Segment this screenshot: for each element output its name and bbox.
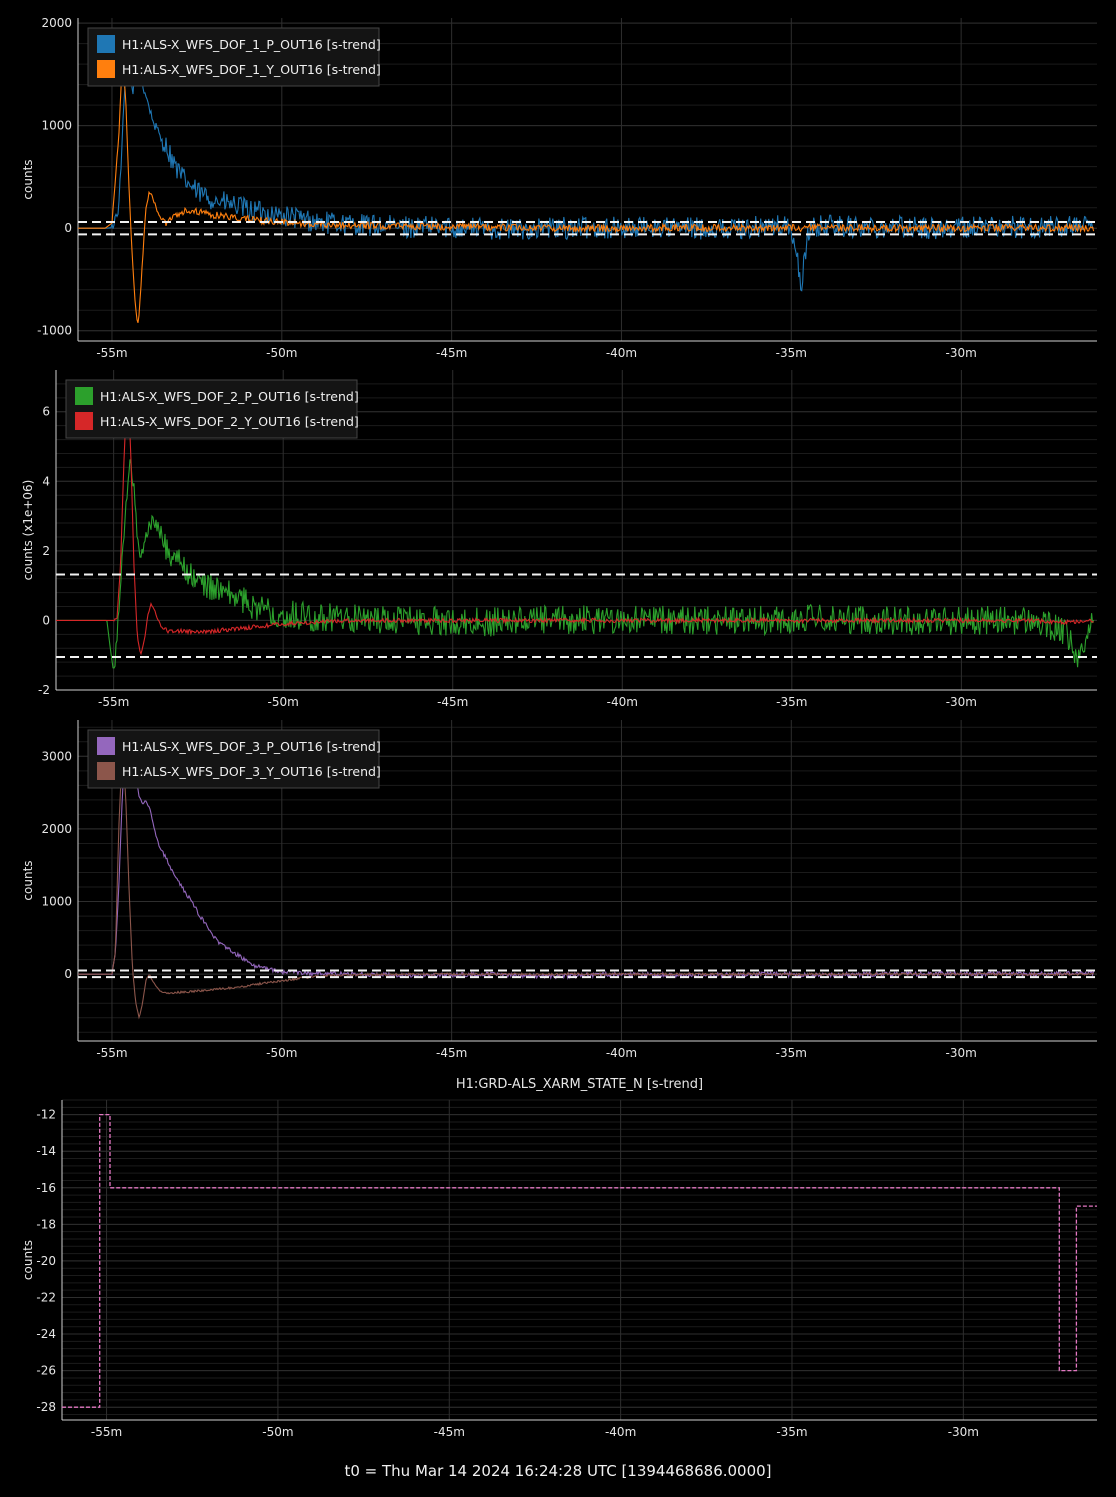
legend-box <box>65 379 358 439</box>
y-tick-label: 4 <box>42 474 50 488</box>
series-line <box>62 1113 1097 1408</box>
y-tick-label: 2000 <box>41 16 72 30</box>
x-tick-label: -55m <box>96 346 127 360</box>
legend-swatch <box>97 762 115 780</box>
x-tick-label: -55m <box>98 695 129 709</box>
x-tick-label: -50m <box>266 1046 297 1060</box>
legend-swatch <box>97 60 115 78</box>
plot-area <box>78 36 1095 323</box>
legend-box <box>87 27 380 87</box>
x-tick-label: -40m <box>606 1046 637 1060</box>
x-tick-label: -45m <box>434 1425 465 1439</box>
x-tick-label: -40m <box>605 1425 636 1439</box>
y-axis-title: counts <box>21 159 35 199</box>
x-tick-label: -30m <box>948 1425 979 1439</box>
legend-swatch <box>75 412 93 430</box>
legend-swatch <box>97 35 115 53</box>
y-tick-label: 2000 <box>41 822 72 836</box>
y-tick-label: -14 <box>36 1144 56 1158</box>
x-tick-label: -50m <box>266 346 297 360</box>
chart-panel-3: -55m -50m -45m -40m -35m -30m 0 1000 2000 3000 cou… <box>21 720 1097 1060</box>
legend: H1:ALS-X_WFS_DOF_2_P_OUT16 [s-trend] H1:A… <box>65 379 359 439</box>
y-tick-label: -22 <box>36 1290 56 1304</box>
x-tick-label: -45m <box>437 695 468 709</box>
series-line <box>78 756 1094 1020</box>
x-tick-label: -35m <box>776 346 807 360</box>
y-tick-label: 0 <box>64 967 72 981</box>
x-tick-label: -45m <box>436 346 467 360</box>
y-tick-label: -1000 <box>37 324 72 338</box>
plot-area <box>56 390 1095 669</box>
legend-swatch <box>97 737 115 755</box>
x-tick-label: -30m <box>946 695 977 709</box>
x-tick-label: -30m <box>945 346 976 360</box>
plot-area <box>78 731 1095 1020</box>
y-axis-title: counts <box>21 860 35 900</box>
series-line <box>78 67 1095 323</box>
legend-entry[interactable]: H1:ALS-X_WFS_DOF_3_P_OUT16 [s-trend] <box>122 739 381 754</box>
legend-entry[interactable]: H1:ALS-X_WFS_DOF_2_Y_OUT16 [s-trend] <box>100 414 359 429</box>
y-tick-label: -20 <box>36 1254 56 1268</box>
x-tick-label: -55m <box>96 1046 127 1060</box>
y-tick-label: 1000 <box>41 895 72 909</box>
t0-footer: t0 = Thu Mar 14 2024 16:24:28 UTC [13944… <box>344 1462 772 1480</box>
x-tick-label: -40m <box>606 346 637 360</box>
y-tick-label: 3000 <box>41 749 72 763</box>
series-line <box>56 390 1094 656</box>
y-tick-label: -24 <box>36 1327 56 1341</box>
legend: H1:ALS-X_WFS_DOF_3_P_OUT16 [s-trend] H1:A… <box>87 729 381 789</box>
chart-panel-4: -55m -50m -45m -40m -35m -30m -28 -26 -24 -22 -20 -… <box>21 1077 1097 1439</box>
y-tick-label: -12 <box>36 1108 56 1122</box>
x-tick-label: -50m <box>262 1425 293 1439</box>
series-line <box>78 36 1094 292</box>
chart-panel-1: -55m -50m -45m -40m -35m -30m -1000 0 1000 2000 co… <box>21 16 1097 360</box>
x-tick-label: -30m <box>945 1046 976 1060</box>
x-tick-label: -35m <box>776 1425 807 1439</box>
x-tick-label: -35m <box>776 1046 807 1060</box>
x-tick-label: -40m <box>607 695 638 709</box>
x-tick-label: -55m <box>91 1425 122 1439</box>
x-tick-label: -50m <box>268 695 299 709</box>
y-axis-title: counts <box>21 1240 35 1280</box>
legend-entry[interactable]: H1:ALS-X_WFS_DOF_1_P_OUT16 [s-trend] <box>122 37 381 52</box>
y-tick-label: 1000 <box>41 119 72 133</box>
legend: H1:ALS-X_WFS_DOF_1_P_OUT16 [s-trend] H1:A… <box>87 27 381 87</box>
y-tick-label: 2 <box>42 544 50 558</box>
series-line <box>56 459 1095 669</box>
y-tick-label: 0 <box>42 613 50 627</box>
plot-area <box>62 1113 1097 1408</box>
y-tick-label: -26 <box>36 1364 56 1378</box>
legend-entry[interactable]: H1:ALS-X_WFS_DOF_3_Y_OUT16 [s-trend] <box>122 764 381 779</box>
y-tick-label: -2 <box>38 683 50 697</box>
chart-panel-2: -55m -50m -45m -40m -35m -30m -2 0 2 4 6 counts (x1… <box>21 370 1097 709</box>
legend-box <box>87 729 380 789</box>
legend-entry[interactable]: H1:ALS-X_WFS_DOF_1_Y_OUT16 [s-trend] <box>122 62 381 77</box>
x-tick-label: -45m <box>436 1046 467 1060</box>
y-axis-title: counts (x1e+06) <box>21 480 35 581</box>
y-tick-label: 0 <box>64 221 72 235</box>
x-tick-label: -35m <box>776 695 807 709</box>
y-tick-label: -16 <box>36 1181 56 1195</box>
panel-title: H1:GRD-ALS_XARM_STATE_N [s-trend] <box>456 1077 703 1092</box>
y-tick-label: -28 <box>36 1400 56 1414</box>
legend-swatch <box>75 387 93 405</box>
legend-entry[interactable]: H1:ALS-X_WFS_DOF_2_P_OUT16 [s-trend] <box>100 389 359 404</box>
y-tick-label: -18 <box>36 1217 56 1231</box>
y-tick-label: 6 <box>42 405 50 419</box>
